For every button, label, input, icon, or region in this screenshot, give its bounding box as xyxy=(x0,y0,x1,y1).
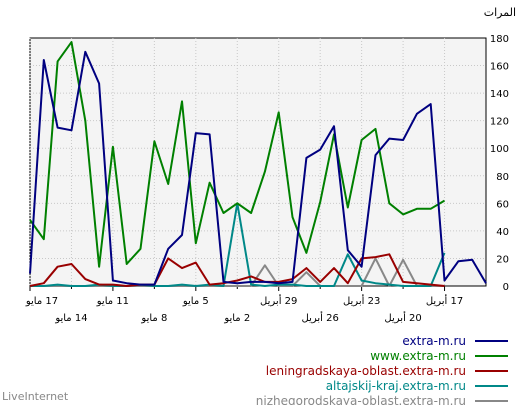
grid-lines xyxy=(29,38,486,286)
y-tick-label: 80 xyxy=(496,172,509,183)
x-tick-label: 8 مايو xyxy=(140,313,167,324)
x-tick-label: 29 أبريل xyxy=(260,294,297,307)
series-lines xyxy=(29,41,487,287)
series-line-4 xyxy=(30,257,445,287)
y-tick-label: 0 xyxy=(503,282,509,293)
legend: extra-m.ruwww.extra-m.ruleningradskaya-o… xyxy=(256,334,508,405)
y-tick-labels: 0 20 40 60 80 100 120 140 160 180 xyxy=(490,34,509,293)
y-axis-label: المرات xyxy=(484,6,516,19)
y-tick-label: 20 xyxy=(496,254,509,265)
y-tick-label: 60 xyxy=(496,199,509,210)
legend-label-3: altajskij-kraj.extra-m.ru xyxy=(326,379,466,393)
plot-frame xyxy=(29,37,487,287)
legend-label-1: www.extra-m.ru xyxy=(370,349,466,363)
y-tick-label: 140 xyxy=(490,89,509,100)
y-tick-label: 40 xyxy=(496,227,509,238)
series-line-0 xyxy=(29,50,487,286)
series-line-2 xyxy=(29,253,445,287)
x-tick-label: 26 أبريل xyxy=(302,311,339,324)
x-tick-label: 17 أبريل xyxy=(426,294,463,307)
y-tick-label: 160 xyxy=(490,62,509,73)
y-tick-label: 100 xyxy=(490,144,509,155)
x-tick-label: 20 أبريل xyxy=(384,311,421,324)
plot-area xyxy=(29,37,487,287)
legend-label-2: leningradskaya-oblast.extra-m.ru xyxy=(266,364,466,378)
legend-label-4: nizhegorodskaya-oblast.extra-m.ru xyxy=(256,394,466,405)
legend-label-0: extra-m.ru xyxy=(402,334,466,348)
x-tick-label: 2 مايو xyxy=(223,313,250,324)
y-tick-label: 120 xyxy=(490,117,509,128)
x-tick-label: 5 مايو xyxy=(182,296,209,307)
x-tick-labels: 17 مايو 11 مايو 5 مايو 29 أبريل 23 أبريل 17 أ… xyxy=(25,286,463,324)
x-tick-label: 23 أبريل xyxy=(343,294,380,307)
x-tick-label: 17 مايو xyxy=(25,296,58,307)
x-tick-label: 11 مايو xyxy=(96,296,129,307)
x-tick-label: 14 مايو xyxy=(54,313,87,324)
series-line-1 xyxy=(29,41,446,268)
footer-brand: LiveInternet xyxy=(2,390,69,403)
y-tick-label: 180 xyxy=(490,34,509,45)
